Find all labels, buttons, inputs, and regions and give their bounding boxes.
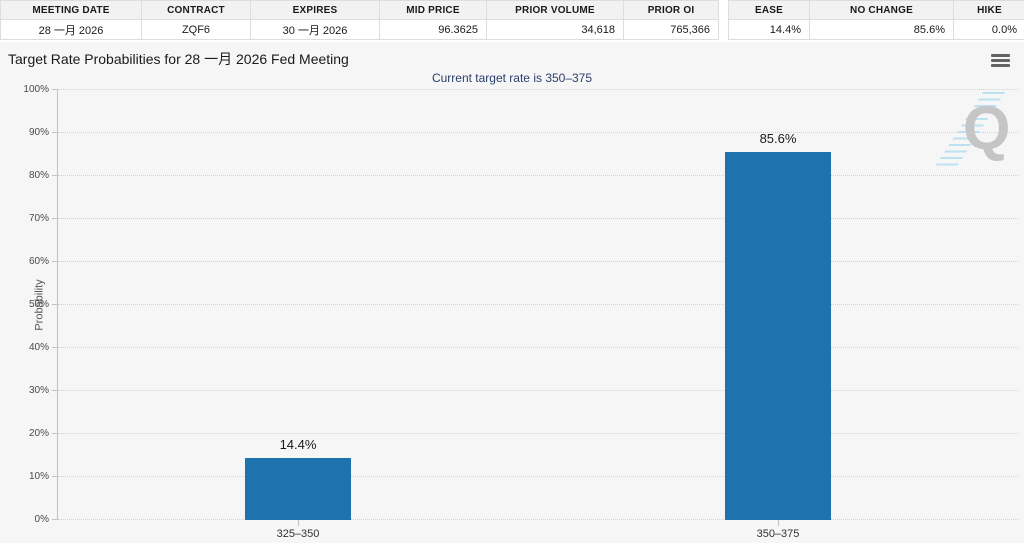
y-axis-tick [52,175,58,176]
y-axis-tick [52,132,58,133]
col-header-mid-price: MID PRICE [379,0,487,20]
y-gridline [58,132,1018,133]
y-axis-label: 10% [28,471,49,482]
menu-bar [991,53,1010,57]
summary-tables: MEETING DATE CONTRACT EXPIRES MID PRICE … [0,0,1024,40]
y-axis-tick [52,476,58,477]
y-axis-label: 80% [28,170,49,181]
y-axis-label: 20% [28,428,49,439]
x-axis-tick [298,520,299,526]
y-gridline [58,433,1018,434]
x-axis-category-label: 325–350 [276,528,320,540]
y-gridline [58,347,1018,348]
y-axis-tick [52,390,58,391]
y-axis-label: 60% [28,256,49,267]
y-axis-tick [52,89,58,90]
hamburger-menu-icon[interactable] [989,51,1013,71]
y-axis-tick [52,304,58,305]
probability-bar[interactable] [245,458,351,520]
col-header-no-change: NO CHANGE [809,0,954,20]
col-header-hike: HIKE [953,0,1024,20]
menu-bar [991,58,1010,62]
y-gridline [58,390,1018,391]
col-header-ease: EASE [728,0,810,20]
col-header-expires: EXPIRES [250,0,380,20]
contract-value: ZQF6 [141,19,251,40]
y-axis-label: 30% [28,385,49,396]
y-axis-tick [52,519,58,520]
y-gridline [58,304,1018,305]
x-axis-tick [778,520,779,526]
prior-volume-value: 34,618 [486,19,624,40]
y-gridline [58,519,1018,520]
bar-data-label: 14.4% [279,437,317,453]
contract-table: MEETING DATE CONTRACT EXPIRES MID PRICE … [0,0,719,40]
contract-table-header-row: MEETING DATE CONTRACT EXPIRES MID PRICE … [0,0,719,20]
chart-title: Target Rate Probabilities for 28 一月 2026… [8,51,349,67]
y-axis-tick [52,261,58,262]
y-axis-label: 0% [34,514,49,525]
y-gridline [58,175,1018,176]
y-axis-tick [52,433,58,434]
expires-value: 30 一月 2026 [250,19,380,40]
contract-table-data-row: 28 一月 2026 ZQF6 30 一月 2026 96.3625 34,61… [0,19,719,40]
bar-data-label: 85.6% [759,130,797,146]
x-axis-category-label: 350–375 [756,528,800,540]
plot-area: Probability 0% 10% 20% 30% 40% 50% 60% 70% 80% 90… [23,84,1018,540]
y-axis-label: 90% [28,127,49,138]
y-gridline [58,89,1018,90]
col-header-meeting-date: MEETING DATE [0,0,142,20]
y-axis-label: 70% [28,213,49,224]
menu-bar [991,63,1010,67]
col-header-prior-volume: PRIOR VOLUME [486,0,624,20]
chart-subtitle: Current target rate is 350–375 [431,71,593,85]
y-axis-label: 100% [23,84,49,95]
no-change-value: 85.6% [809,19,954,40]
y-axis-tick [52,347,58,348]
y-axis-label: 40% [28,342,49,353]
y-gridline [58,218,1018,219]
probability-chart: Target Rate Probabilities for 28 一月 2026… [0,42,1024,543]
meeting-date-value: 28 一月 2026 [0,19,142,40]
y-gridline [58,476,1018,477]
col-header-contract: CONTRACT [141,0,251,20]
probability-table-header-row: EASE NO CHANGE HIKE [728,0,1024,20]
probability-bar[interactable] [725,151,831,520]
y-axis-label: 50% [28,299,49,310]
hike-value: 0.0% [953,19,1024,40]
mid-price-value: 96.3625 [379,19,487,40]
col-header-prior-oi: PRIOR OI [623,0,719,20]
y-gridline [58,261,1018,262]
y-axis-tick [52,218,58,219]
probability-table-data-row: 14.4% 85.6% 0.0% [728,19,1024,40]
probability-summary-table: EASE NO CHANGE HIKE 14.4% 85.6% 0.0% [728,0,1024,40]
prior-oi-value: 765,366 [623,19,719,40]
ease-value: 14.4% [728,19,810,40]
